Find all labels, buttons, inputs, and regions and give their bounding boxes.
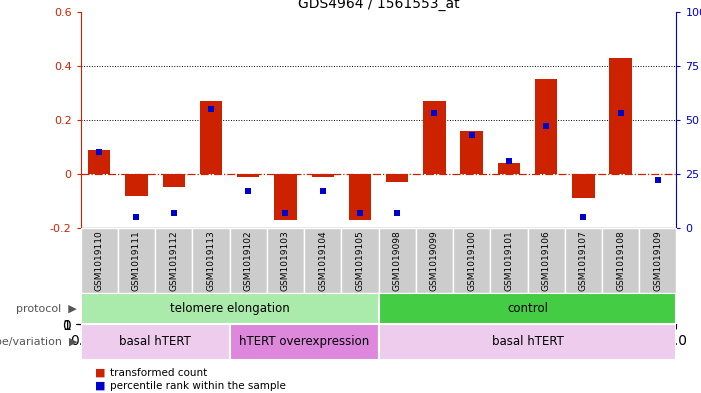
Point xyxy=(205,106,217,112)
Point xyxy=(317,188,328,194)
Point xyxy=(280,210,291,216)
Point xyxy=(615,110,626,116)
Point xyxy=(392,210,403,216)
Title: GDS4964 / 1561553_at: GDS4964 / 1561553_at xyxy=(298,0,459,11)
Text: percentile rank within the sample: percentile rank within the sample xyxy=(110,381,286,391)
Bar xyxy=(155,228,192,293)
Bar xyxy=(602,228,639,293)
Point xyxy=(466,132,477,138)
Bar xyxy=(490,228,528,293)
Text: GSM1019103: GSM1019103 xyxy=(281,230,290,291)
Text: GSM1019109: GSM1019109 xyxy=(653,230,662,291)
Text: GSM1019098: GSM1019098 xyxy=(393,230,402,291)
Bar xyxy=(535,79,557,174)
Bar xyxy=(349,174,371,220)
Text: control: control xyxy=(507,302,548,315)
Bar xyxy=(379,293,676,324)
Point xyxy=(578,214,589,220)
Bar xyxy=(304,228,341,293)
Text: GSM1019101: GSM1019101 xyxy=(505,230,513,291)
Text: telomere elongation: telomere elongation xyxy=(170,302,290,315)
Bar xyxy=(81,324,230,360)
Text: GSM1019105: GSM1019105 xyxy=(355,230,365,291)
Bar xyxy=(88,150,111,174)
Point xyxy=(429,110,440,116)
Bar xyxy=(386,174,408,182)
Bar xyxy=(125,174,148,195)
Bar xyxy=(311,174,334,176)
Point xyxy=(354,210,365,216)
Bar xyxy=(639,228,676,293)
Text: basal hTERT: basal hTERT xyxy=(119,335,191,349)
Text: GSM1019110: GSM1019110 xyxy=(95,230,104,291)
Text: GSM1019106: GSM1019106 xyxy=(542,230,550,291)
Point xyxy=(652,177,663,184)
Bar xyxy=(237,174,259,176)
Point xyxy=(540,123,552,130)
Text: genotype/variation  ▶: genotype/variation ▶ xyxy=(0,337,77,347)
Point xyxy=(131,214,142,220)
Text: GSM1019099: GSM1019099 xyxy=(430,230,439,291)
Text: GSM1019100: GSM1019100 xyxy=(467,230,476,291)
Point xyxy=(168,210,179,216)
Bar xyxy=(423,101,446,174)
Bar xyxy=(565,228,602,293)
Text: GSM1019111: GSM1019111 xyxy=(132,230,141,291)
Text: GSM1019107: GSM1019107 xyxy=(579,230,588,291)
Bar xyxy=(274,174,297,220)
Bar xyxy=(572,174,594,198)
Bar xyxy=(341,228,379,293)
Bar xyxy=(609,58,632,174)
Bar xyxy=(379,228,416,293)
Bar xyxy=(453,228,490,293)
Text: protocol  ▶: protocol ▶ xyxy=(16,303,77,314)
Text: GSM1019113: GSM1019113 xyxy=(207,230,215,291)
Bar xyxy=(498,163,520,174)
Point xyxy=(503,158,515,164)
Bar xyxy=(200,101,222,174)
Text: GSM1019104: GSM1019104 xyxy=(318,230,327,290)
Bar xyxy=(230,324,379,360)
Text: basal hTERT: basal hTERT xyxy=(491,335,564,349)
Text: transformed count: transformed count xyxy=(110,367,207,378)
Text: ■: ■ xyxy=(95,367,105,378)
Bar xyxy=(528,228,565,293)
Text: GSM1019102: GSM1019102 xyxy=(244,230,252,290)
Bar xyxy=(81,293,379,324)
Bar xyxy=(230,228,267,293)
Bar xyxy=(416,228,453,293)
Bar xyxy=(118,228,155,293)
Point xyxy=(94,149,105,156)
Text: GSM1019108: GSM1019108 xyxy=(616,230,625,291)
Bar xyxy=(379,324,676,360)
Point xyxy=(243,188,254,194)
Text: GSM1019112: GSM1019112 xyxy=(169,230,178,290)
Bar xyxy=(81,228,118,293)
Bar xyxy=(192,228,230,293)
Bar xyxy=(163,174,185,187)
Bar xyxy=(267,228,304,293)
Text: ■: ■ xyxy=(95,381,105,391)
Text: hTERT overexpression: hTERT overexpression xyxy=(239,335,369,349)
Bar xyxy=(461,130,483,174)
